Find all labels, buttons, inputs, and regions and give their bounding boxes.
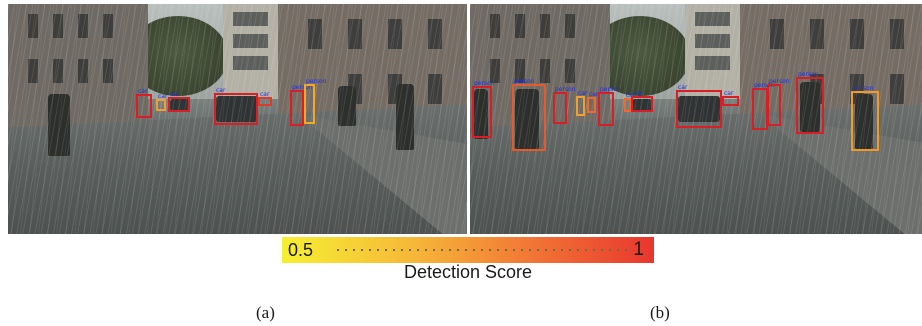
detection-label: person [754,82,775,89]
detection-box: person [796,71,824,134]
person [474,89,488,139]
colorbar-max-label: 1 [633,239,644,260]
detection-label: car [216,87,226,94]
detection-label: person [600,86,621,93]
car [632,99,652,111]
person [855,94,873,149]
detection-box: car [136,88,152,118]
detection-box: car [258,91,272,106]
detection-label: car [170,91,180,98]
detection-box: person [767,78,790,126]
detection-box: car [576,90,587,116]
car [216,96,258,122]
detection-box: person [752,82,775,130]
rain-overlay [8,4,468,234]
building-left [8,4,148,129]
building-center [685,4,740,99]
detection-label: person [514,78,535,85]
detection-box: person [472,80,495,138]
detection-box: person [598,86,621,126]
detection-box: car [168,91,190,112]
detection-label: person [853,85,874,92]
detection-box: person [290,84,313,126]
detection-label: person [306,78,327,85]
person [396,84,414,150]
detection-label: car [138,88,148,95]
person [338,86,356,126]
detection-box: person [851,85,879,151]
person [48,94,70,156]
detection-box: car [676,84,722,128]
detection-label: car [724,90,734,97]
detection-label: person [474,80,495,87]
detection-label: person [555,86,576,93]
car [170,99,190,111]
person [800,82,820,132]
detection-label: person [769,78,790,85]
panel-b-image: person person person car car person car … [470,4,922,234]
rainy-street-scene [8,4,468,234]
detection-box: car [631,90,653,112]
building-center [223,4,278,99]
detection-box: car [214,87,258,125]
detection-label: car [678,84,688,91]
detection-box: person [304,78,327,124]
detection-label: person [798,71,819,78]
building-left [470,4,610,129]
detection-label: car [589,91,599,98]
panel-a-caption: (a) [256,303,275,322]
detection-box: car [156,93,167,111]
detection-label: person [292,84,313,91]
detection-box: person [553,86,576,124]
panel-divider [467,4,470,234]
colorbar-min-label: 0.5 [288,240,314,260]
detection-label: car [158,93,168,100]
detection-box: person [512,78,546,151]
detection-label: car [578,90,588,97]
person [515,89,539,149]
panel-b-caption: (b) [650,303,670,322]
colorbar-title: Detection Score [403,262,533,282]
panel-a-image: car car car car car person person [8,4,468,234]
detection-label: car [260,91,270,98]
detection-box: car [587,91,598,113]
detection-box: car [722,90,739,106]
detection-label: car [633,90,643,97]
detection-score-colorbar: 0.5 1 [282,237,654,263]
colorbar-dotted-line [337,249,634,251]
detection-label: car [626,92,636,99]
car [678,96,720,122]
